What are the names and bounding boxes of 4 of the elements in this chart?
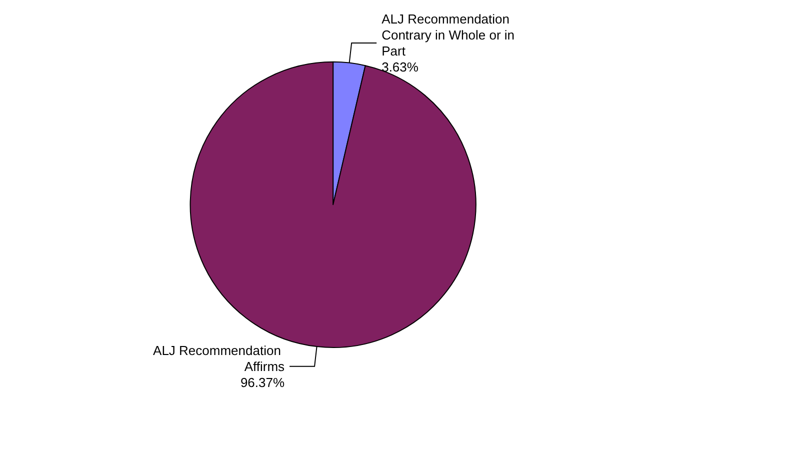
data-label: 3.63% [382, 59, 419, 74]
data-label: 96.37% [240, 374, 285, 390]
slice-label: ALJ Recommendation Affirms [153, 342, 286, 374]
slice-label: ALJ Recommendation Contrary in Whole or in Part [382, 11, 518, 58]
